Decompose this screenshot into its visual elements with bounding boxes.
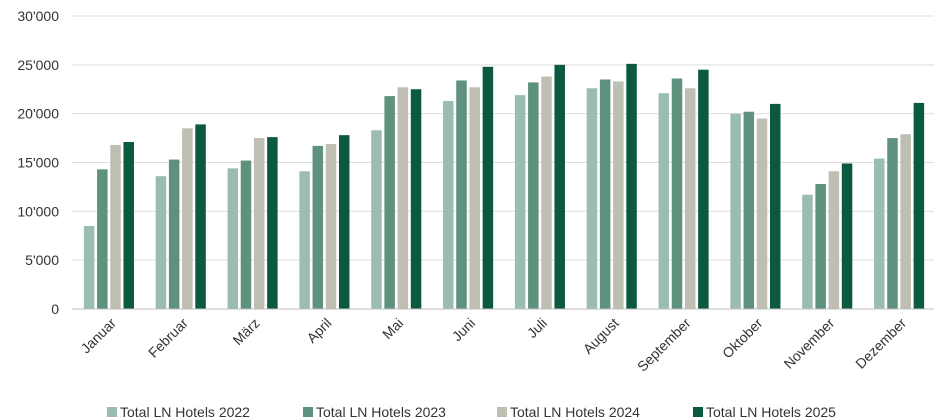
bar — [299, 171, 310, 309]
bar — [913, 102, 925, 309]
bar — [554, 64, 565, 309]
x-tick-label: Februar — [145, 315, 191, 361]
bar — [325, 143, 337, 309]
y-tick-label: 10'000 — [17, 203, 59, 219]
bar — [815, 183, 826, 309]
x-tick-label: September — [634, 315, 694, 375]
bar — [384, 96, 395, 309]
bar — [671, 78, 683, 309]
bar — [802, 194, 813, 309]
bar — [397, 87, 409, 310]
bar — [828, 171, 840, 309]
x-tick-label: August — [580, 315, 622, 357]
bar — [469, 87, 480, 310]
bar — [613, 81, 624, 309]
bar — [599, 79, 611, 309]
bar — [769, 103, 781, 310]
bar — [586, 88, 598, 309]
legend-label: Total LN Hotels 2024 — [510, 404, 640, 420]
bar — [227, 168, 239, 309]
bar — [874, 158, 885, 309]
y-tick-label: 15'000 — [17, 155, 59, 171]
bar — [626, 63, 637, 310]
bar — [110, 144, 121, 309]
y-tick-label: 5'000 — [25, 252, 59, 268]
bar — [267, 137, 278, 309]
bar — [541, 76, 552, 309]
bar — [456, 80, 467, 310]
gridlines — [72, 15, 934, 261]
x-tick-label: Dezember — [852, 315, 909, 372]
legend-label: Total LN Hotels 2025 — [706, 404, 836, 420]
x-tick-label: Mai — [379, 315, 406, 342]
bar — [743, 111, 755, 309]
bar — [900, 134, 911, 309]
x-tick-label: Januar — [77, 315, 119, 357]
bar — [528, 82, 539, 309]
bar — [730, 113, 741, 310]
x-tick-label: November — [780, 315, 837, 372]
bar — [658, 93, 670, 309]
x-tick-label: Juli — [524, 315, 550, 341]
bar — [168, 159, 180, 309]
bar — [410, 89, 422, 309]
y-tick-label: 25'000 — [17, 57, 59, 73]
x-tick-label: Juni — [449, 315, 478, 344]
x-tick-label: März — [229, 315, 262, 348]
bar — [312, 145, 324, 309]
bar — [182, 128, 193, 309]
legend-swatch — [497, 407, 507, 417]
bar — [698, 69, 709, 309]
x-axis-tick-labels: Januar Februar März April Mai Juni Juli August S… — [77, 315, 909, 375]
bar — [97, 169, 108, 309]
bar — [443, 100, 454, 309]
bars — [83, 63, 925, 310]
bar — [123, 141, 134, 309]
bar — [240, 160, 252, 309]
bar — [83, 225, 95, 309]
legend-label: Total LN Hotels 2023 — [316, 404, 446, 420]
bar — [338, 135, 350, 309]
bar — [514, 95, 526, 309]
bar — [684, 88, 696, 309]
x-tick-label: April — [303, 315, 334, 346]
legend-swatch — [107, 407, 117, 417]
bar — [482, 66, 494, 309]
bar — [371, 130, 382, 309]
y-axis-tick-labels: 0 5'000 10'000 15'000 20'000 25'000 30'000 — [17, 8, 59, 317]
bar — [253, 138, 265, 309]
legend-swatch — [693, 407, 703, 417]
bar — [841, 163, 853, 309]
y-tick-label: 0 — [51, 301, 59, 317]
legend-label: Total LN Hotels 2022 — [120, 404, 250, 420]
bar — [887, 138, 898, 309]
bar — [756, 118, 768, 309]
bar — [155, 176, 167, 309]
y-tick-label: 30'000 — [17, 8, 59, 24]
legend: Total LN Hotels 2022 Total LN Hotels 2023… — [107, 404, 836, 420]
y-tick-label: 20'000 — [17, 106, 59, 122]
bar — [195, 124, 206, 309]
legend-swatch — [303, 407, 313, 417]
x-tick-label: Oktober — [719, 315, 766, 362]
